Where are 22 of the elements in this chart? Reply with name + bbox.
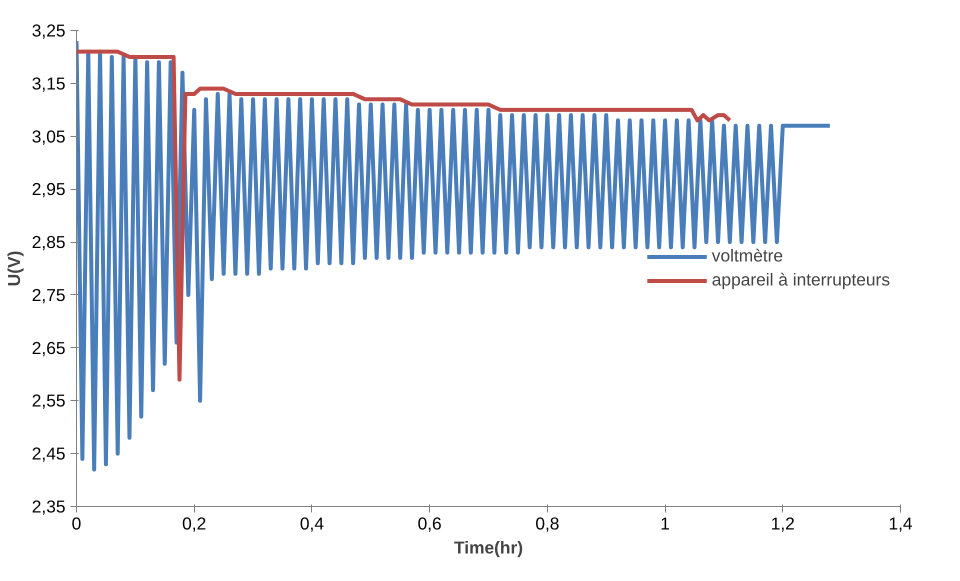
y-tick-label: 2,65 (32, 338, 66, 358)
legend-label: appareil à interrupteurs (712, 270, 890, 290)
y-tick-label: 3,15 (32, 73, 66, 94)
y-tick-label: 2,45 (32, 444, 66, 464)
y-tick-label: 3,25 (32, 20, 66, 40)
y-tick-label: 2,75 (32, 284, 66, 305)
y-tick-label: 2,85 (32, 232, 66, 252)
y-tick-label: 2,35 (32, 496, 66, 516)
x-tick-label: 1,4 (888, 514, 913, 534)
y-axis-title: U(V) (4, 250, 24, 286)
x-tick-label: 1 (660, 514, 670, 534)
x-tick-label: 0,6 (418, 514, 442, 534)
x-tick-label: 0,2 (182, 514, 206, 534)
y-tick-label: 2,95 (32, 179, 66, 200)
x-tick-label: 0 (72, 514, 82, 534)
x-axis-title: Time(hr) (454, 538, 523, 558)
y-tick-label: 2,55 (32, 390, 66, 411)
legend-label: voltmètre (712, 246, 784, 266)
x-tick-label: 0,4 (300, 514, 324, 534)
x-tick-label: 0,8 (535, 514, 560, 534)
x-tick-label: 1,2 (770, 514, 795, 534)
y-tick-label: 3,05 (32, 126, 66, 146)
